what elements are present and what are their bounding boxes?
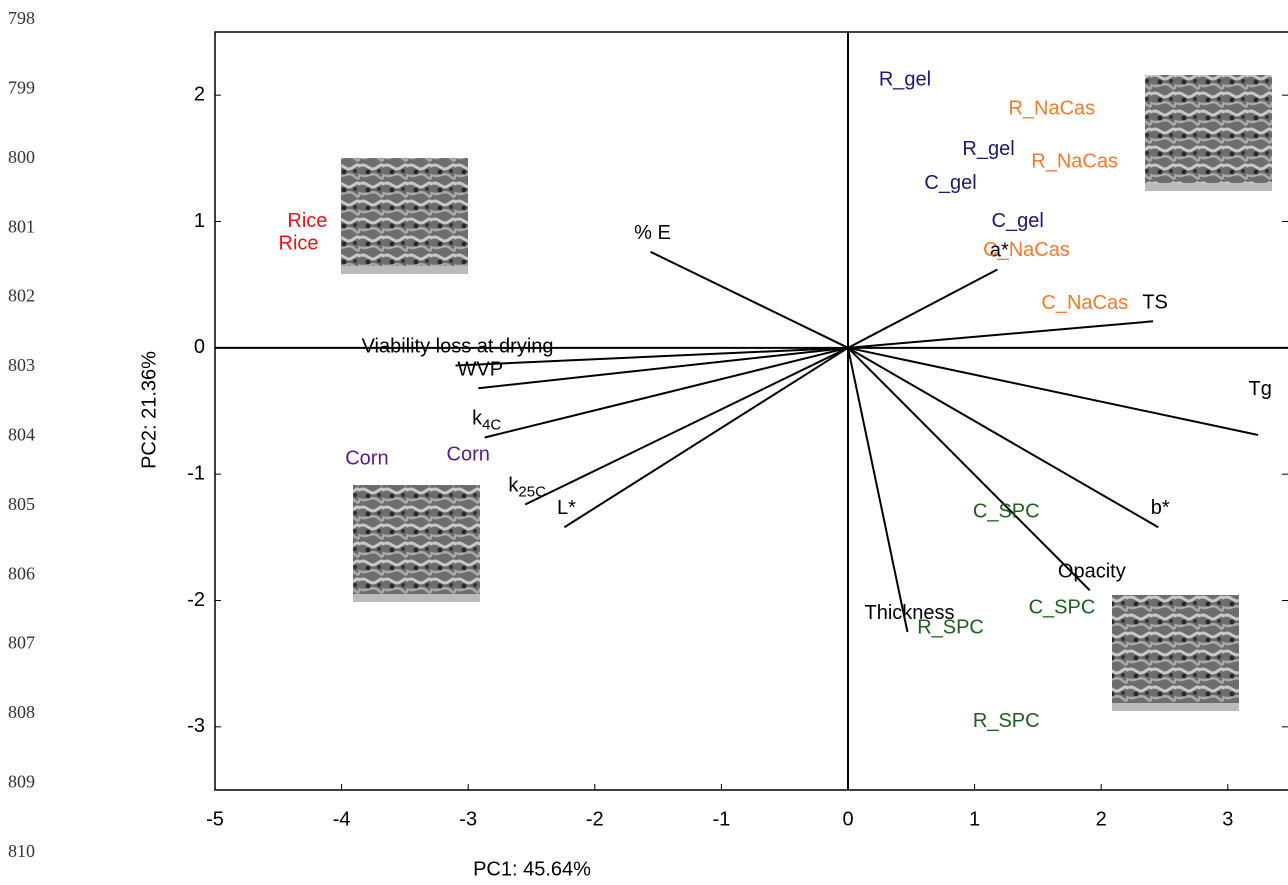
y-axis-label: PC2: 21.36% bbox=[138, 351, 160, 469]
x-tick-label: -3 bbox=[459, 808, 477, 830]
loading-label-text: L* bbox=[557, 498, 576, 520]
score-label: Corn bbox=[345, 447, 388, 469]
loading-vector bbox=[847, 346, 1159, 529]
score-label: Corn bbox=[447, 443, 490, 465]
score-label: Rice bbox=[287, 210, 327, 232]
scale-bar bbox=[341, 266, 468, 274]
micrograph bbox=[1145, 75, 1272, 191]
x-tick-label: -4 bbox=[333, 808, 351, 830]
line-number: 806 bbox=[8, 563, 35, 583]
scale-bar bbox=[1145, 183, 1272, 191]
loading-vector bbox=[847, 268, 998, 349]
loading-label: Viability loss at drying bbox=[362, 336, 554, 358]
line-number: 809 bbox=[8, 772, 35, 792]
y-tick-label: -1 bbox=[187, 462, 205, 484]
loading-label-text: Thickness bbox=[864, 602, 954, 624]
loading-vector bbox=[563, 346, 849, 529]
score-label: R_gel bbox=[962, 138, 1014, 160]
y-tick-label: 2 bbox=[194, 83, 205, 105]
score-label: R_SPC bbox=[917, 617, 984, 639]
x-axis-label: PC1: 45.64% bbox=[473, 858, 591, 880]
loading-vector bbox=[847, 347, 909, 633]
x-tick-label: -1 bbox=[713, 808, 731, 830]
line-number: 810 bbox=[8, 841, 35, 861]
loading-label-text: a* bbox=[990, 240, 1009, 262]
x-tick-label: 3 bbox=[1222, 808, 1233, 830]
loading-label-text: Tg bbox=[1249, 378, 1272, 400]
micrograph bbox=[1112, 595, 1239, 711]
loading-label: k4C bbox=[472, 408, 501, 434]
line-number: 800 bbox=[8, 147, 35, 167]
score-label: Rice bbox=[279, 233, 319, 255]
loading-label: L* bbox=[557, 498, 576, 520]
loading-label: a* bbox=[990, 240, 1009, 262]
micrograph bbox=[353, 485, 480, 602]
loading-vector bbox=[484, 346, 849, 439]
score-label: C_NaCas bbox=[1041, 292, 1128, 314]
loading-label: b* bbox=[1151, 498, 1170, 520]
loading-label-text: Viability loss at drying bbox=[362, 336, 554, 358]
x-tick-label: 0 bbox=[842, 808, 853, 830]
score-label: C_gel bbox=[992, 210, 1044, 232]
loading-label: Tg bbox=[1249, 378, 1272, 400]
loading-label-subscript: 25C bbox=[518, 483, 546, 500]
score-label: C_SPC bbox=[973, 500, 1040, 522]
score-label: R_SPC bbox=[973, 710, 1040, 732]
loading-vector bbox=[847, 320, 1154, 349]
line-number: 803 bbox=[8, 355, 35, 375]
loading-label-text: Opacity bbox=[1058, 561, 1126, 583]
x-tick-label: 2 bbox=[1096, 808, 1107, 830]
loading-label-text: b* bbox=[1151, 498, 1170, 520]
line-number: 804 bbox=[8, 425, 35, 445]
x-tick-label: -5 bbox=[206, 808, 224, 830]
line-number: 801 bbox=[8, 216, 35, 236]
loading-label-text: % E bbox=[634, 222, 671, 244]
loading-vector bbox=[847, 347, 1091, 592]
loading-label-text: k bbox=[472, 408, 483, 430]
loading-label: Thickness bbox=[864, 602, 954, 624]
line-number: 808 bbox=[8, 702, 35, 722]
micrograph bbox=[341, 158, 468, 274]
y-tick-label: 0 bbox=[194, 336, 205, 358]
line-number: 798 bbox=[8, 8, 35, 28]
loading-label-text: k bbox=[508, 475, 519, 497]
scale-bar bbox=[1112, 703, 1239, 711]
loading-vector bbox=[847, 346, 1259, 436]
loading-label: TS bbox=[1142, 292, 1168, 314]
x-tick-label: 1 bbox=[969, 808, 980, 830]
line-number: 807 bbox=[8, 633, 35, 653]
y-tick-label: -2 bbox=[187, 589, 205, 611]
loading-label-text: TS bbox=[1142, 292, 1168, 314]
y-tick-label: 1 bbox=[194, 210, 205, 232]
line-number: 805 bbox=[8, 494, 35, 514]
sem-images bbox=[341, 75, 1272, 711]
score-label: R_NaCas bbox=[1031, 150, 1118, 172]
loading-label-subscript: 4C bbox=[482, 416, 501, 433]
plot-frame bbox=[214, 31, 1288, 791]
scale-bar bbox=[353, 594, 480, 602]
score-label: R_gel bbox=[879, 68, 931, 90]
line-number: 799 bbox=[8, 78, 35, 98]
score-label: C_SPC bbox=[1029, 596, 1096, 618]
loading-label: % E bbox=[634, 222, 671, 244]
loading-vector bbox=[478, 346, 849, 390]
score-label: C_gel bbox=[924, 172, 976, 194]
x-tick-label: -2 bbox=[586, 808, 604, 830]
loading-label: Opacity bbox=[1058, 561, 1126, 583]
loading-label: k25C bbox=[508, 475, 546, 501]
score-label: C_NaCas bbox=[983, 239, 1070, 261]
loading-label: WVP bbox=[458, 359, 504, 381]
loading-label-text: WVP bbox=[458, 359, 504, 381]
loading-vector bbox=[524, 346, 849, 506]
loading-vector bbox=[455, 346, 849, 367]
y-tick-label: -3 bbox=[187, 715, 205, 737]
score-label: R_NaCas bbox=[1008, 97, 1095, 119]
loading-vector bbox=[650, 250, 849, 349]
line-number: 802 bbox=[8, 286, 35, 306]
